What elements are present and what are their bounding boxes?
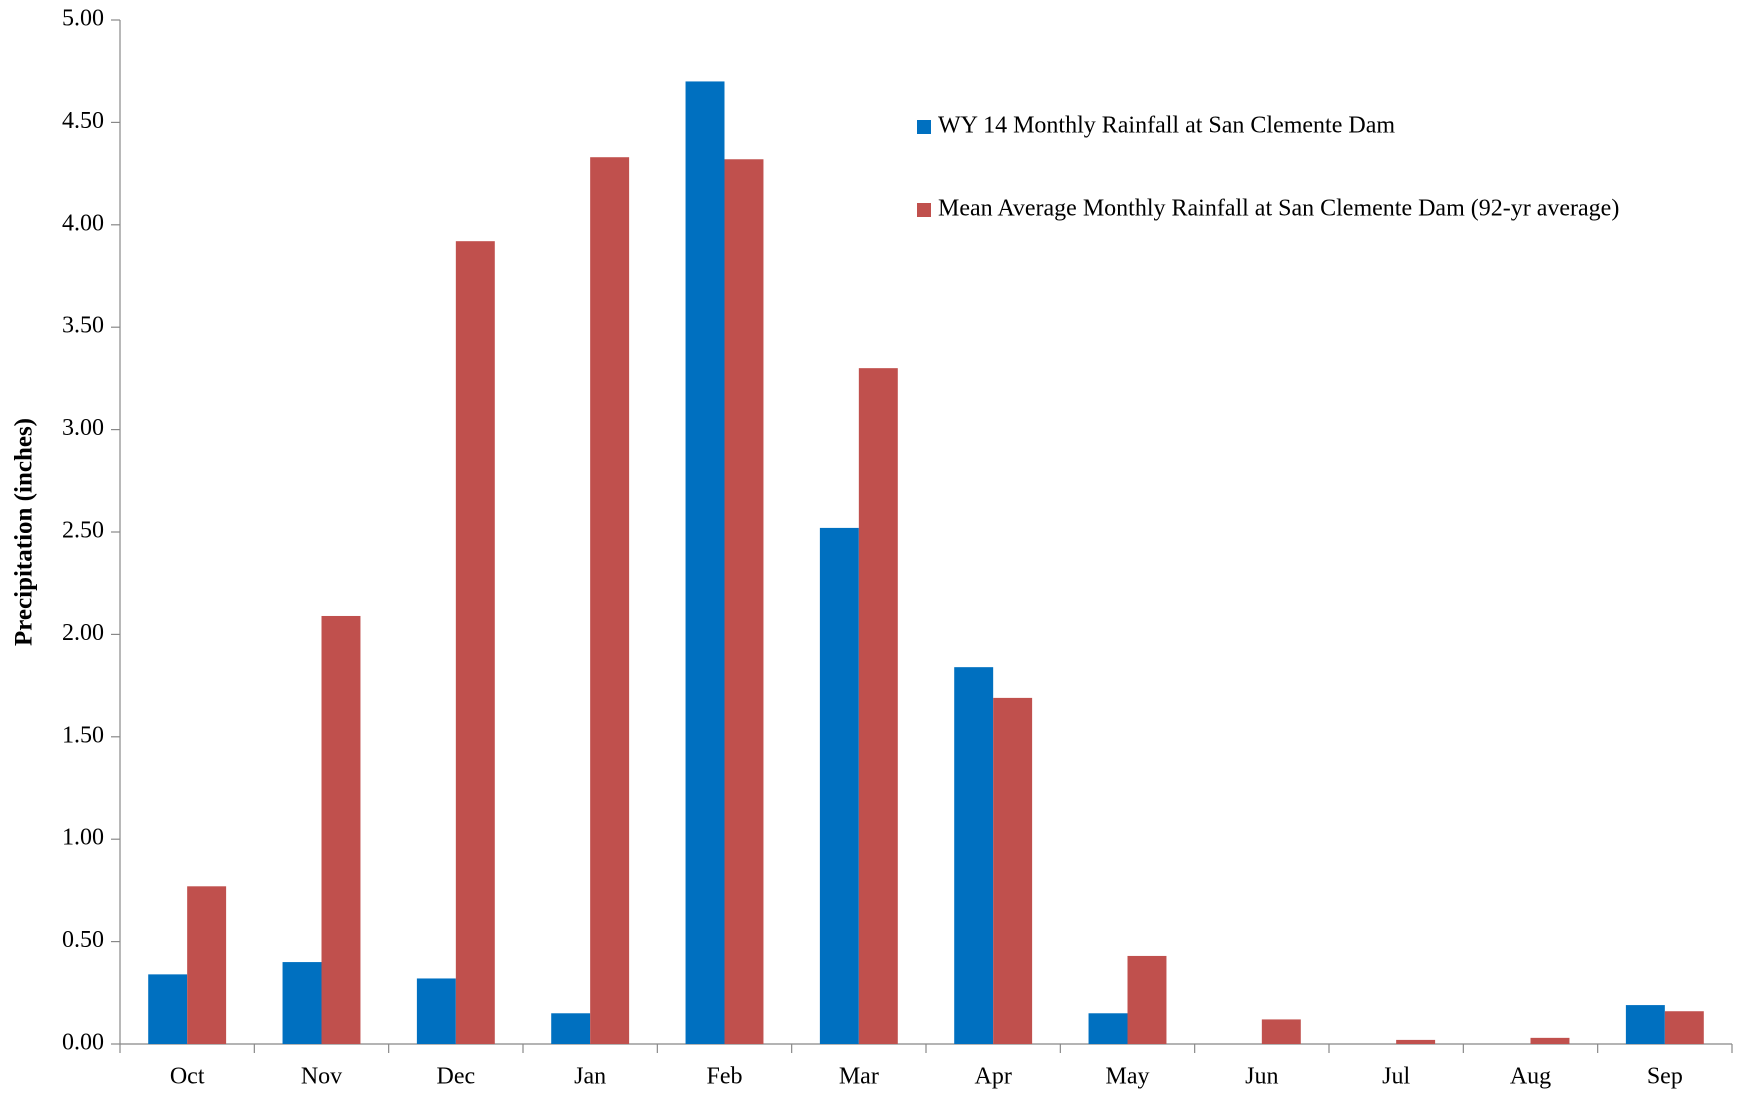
bar	[819, 527, 859, 1044]
bar	[1261, 1019, 1301, 1044]
bar	[455, 241, 495, 1044]
y-tick-label: 5.00	[62, 6, 104, 32]
bar	[954, 667, 994, 1044]
y-tick-label: 3.50	[62, 313, 104, 339]
bar	[590, 157, 630, 1044]
legend-label: WY 14 Monthly Rainfall at San Clemente D…	[938, 113, 1395, 139]
bar	[1625, 1005, 1665, 1044]
bar	[1664, 1011, 1704, 1044]
bar	[282, 962, 322, 1044]
y-tick-label: 4.50	[62, 108, 104, 134]
y-tick-label: 0.00	[62, 1030, 104, 1056]
bar	[1127, 955, 1167, 1044]
x-tick-label: Jan	[574, 1064, 606, 1090]
x-tick-label: Aug	[1510, 1064, 1551, 1090]
y-tick-label: 1.00	[62, 825, 104, 851]
y-axis-label: Precipitation (inches)	[11, 418, 38, 646]
y-tick-label: 2.50	[62, 518, 104, 544]
bar	[416, 978, 456, 1044]
bar	[1396, 1039, 1436, 1044]
x-tick-label: Feb	[707, 1064, 743, 1090]
y-tick-label: 2.00	[62, 620, 104, 646]
x-tick-label: Mar	[839, 1064, 879, 1090]
x-tick-label: May	[1106, 1064, 1150, 1090]
x-tick-label: Jun	[1245, 1064, 1278, 1090]
bar	[685, 81, 725, 1044]
x-tick-label: Oct	[170, 1064, 205, 1090]
bar	[858, 368, 898, 1044]
x-tick-label: Jul	[1382, 1064, 1410, 1090]
bar	[148, 974, 188, 1044]
y-tick-label: 3.00	[62, 415, 104, 441]
bar	[1530, 1037, 1570, 1044]
x-tick-label: Apr	[975, 1064, 1012, 1090]
bar	[724, 159, 764, 1045]
legend-label: Mean Average Monthly Rainfall at San Cle…	[938, 196, 1619, 222]
y-tick-label: 0.50	[62, 927, 104, 953]
y-tick-label: 4.00	[62, 210, 104, 236]
x-tick-label: Sep	[1647, 1064, 1683, 1090]
bar	[1088, 1013, 1128, 1044]
x-tick-label: Dec	[437, 1064, 476, 1090]
bar	[187, 886, 227, 1044]
legend-swatch	[917, 120, 931, 134]
bar	[551, 1013, 591, 1044]
y-tick-label: 1.50	[62, 722, 104, 748]
x-tick-label: Nov	[301, 1064, 342, 1090]
bar	[321, 615, 361, 1044]
bar	[993, 697, 1033, 1044]
legend-swatch	[917, 203, 931, 217]
